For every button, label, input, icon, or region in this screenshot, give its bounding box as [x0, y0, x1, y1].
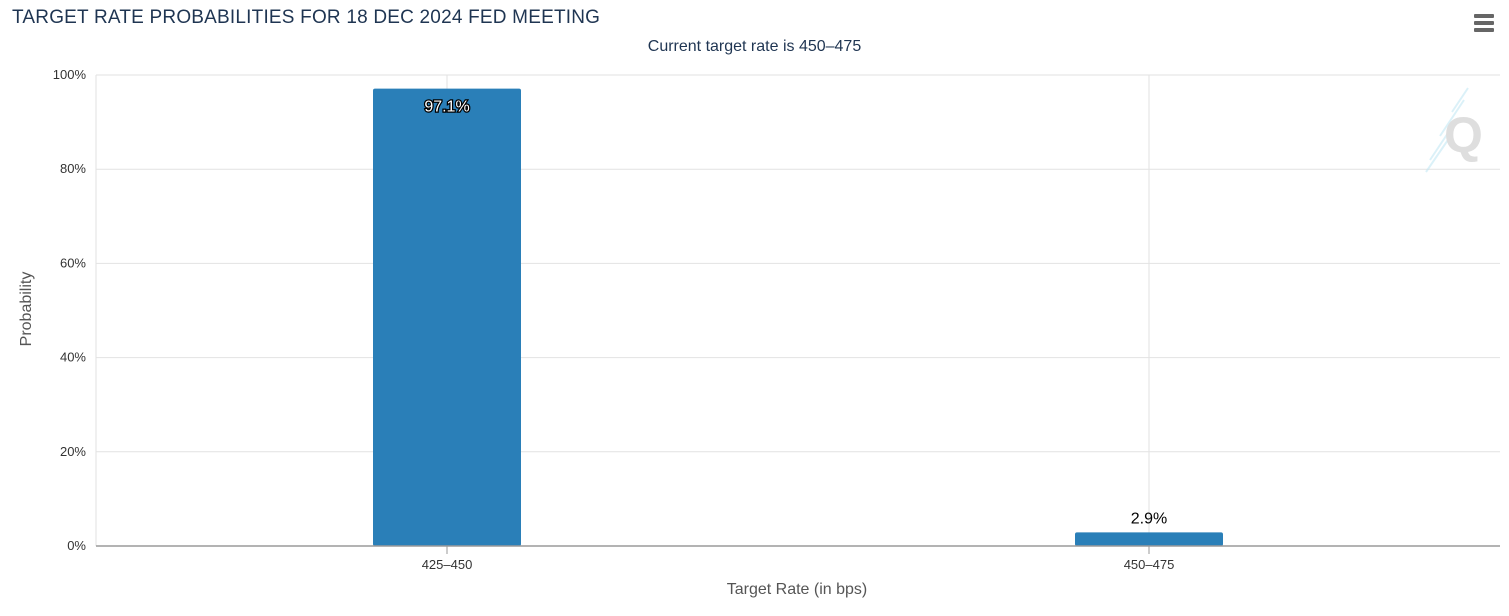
hamburger-menu-icon-line: [1474, 21, 1494, 25]
y-tick-label: 0%: [67, 538, 86, 553]
bar-1[interactable]: [1075, 532, 1223, 546]
x-axis-title: Target Rate (in bps): [727, 581, 868, 598]
y-axis-title: Probability: [18, 272, 35, 347]
hamburger-menu-icon-line: [1474, 28, 1494, 32]
quikstrike-q-logo-icon: Q: [1425, 87, 1483, 173]
data-label-1: 2.9%: [1131, 510, 1167, 527]
chart-subtitle: Current target rate is 450–475: [647, 38, 862, 55]
data-labels: 97.1% 2.9%: [423, 97, 1167, 527]
bar-0[interactable]: [373, 88, 521, 546]
bars: [373, 88, 1223, 546]
chart-title: TARGET RATE PROBABILITIES FOR 18 DEC 202…: [12, 7, 601, 28]
y-gridlines: [95, 74, 1500, 546]
y-tick-label: 20%: [60, 444, 86, 459]
x-gridlines: [446, 75, 1150, 546]
y-axis-tick-labels: 0% 20% 40% 60% 80% 100%: [53, 67, 87, 553]
x-tick-label: 425–450: [422, 557, 473, 572]
y-tick-label: 80%: [60, 161, 86, 176]
y-tick-label: 40%: [60, 350, 86, 365]
y-tick-label: 60%: [60, 255, 86, 270]
y-tick-label: 100%: [53, 67, 87, 82]
chart-menu-button[interactable]: [1471, 11, 1497, 35]
x-axis-tick-labels: 425–450 450–475: [422, 546, 1175, 572]
svg-text:Q: Q: [1444, 107, 1483, 163]
x-tick-label: 450–475: [1124, 557, 1175, 572]
hamburger-menu-icon: [1474, 14, 1494, 18]
data-label-0: 97.1%: [424, 99, 469, 116]
